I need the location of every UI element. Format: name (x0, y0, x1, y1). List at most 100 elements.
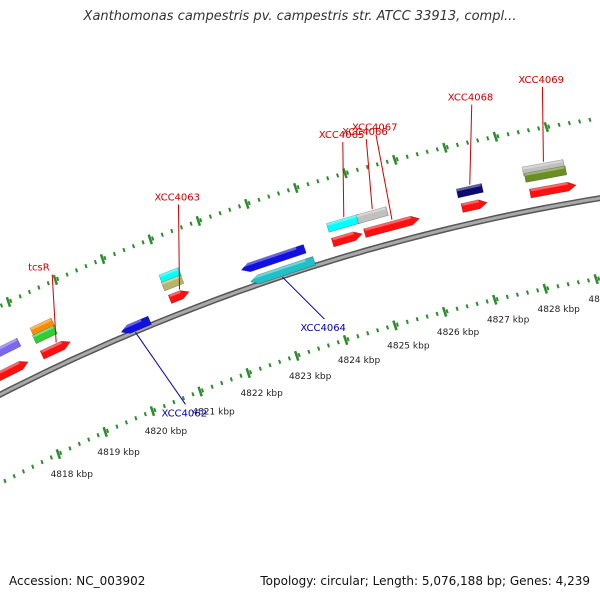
forward-major-tick (492, 131, 499, 142)
reverse-minor-tick (356, 334, 360, 339)
reverse-minor-tick (40, 459, 44, 465)
gene-feature-f-orange (29, 317, 56, 337)
scale-tick-label: 4818 kbp (51, 470, 94, 480)
forward-minor-tick (385, 159, 389, 165)
forward-major-tick (244, 198, 250, 210)
gene-label: XCC4063 (154, 193, 200, 204)
gene-label: XCC4067 (352, 123, 398, 134)
forward-minor-tick (506, 132, 510, 137)
reverse-minor-tick (12, 473, 16, 479)
forward-minor-tick (208, 214, 212, 219)
forward-minor-tick (405, 154, 409, 159)
reverse-minor-tick (515, 292, 519, 297)
reverse-minor-tick (153, 407, 157, 413)
forward-minor-tick (516, 130, 520, 135)
gene-label: XCC4062 (161, 408, 207, 419)
forward-minor-tick (122, 247, 126, 253)
forward-minor-tick (103, 255, 107, 261)
reverse-minor-tick (59, 450, 63, 456)
forward-minor-tick (296, 185, 300, 190)
reverse-minor-tick (425, 314, 429, 319)
gene-label: XCC4068 (448, 93, 494, 104)
tick-layer (0, 117, 600, 484)
forward-minor-tick (326, 176, 330, 181)
gene-feature-f-blue-4062 (120, 315, 152, 334)
scale-tick-label: 4828 kbp (537, 305, 580, 315)
forward-minor-tick (93, 259, 98, 265)
forward-minor-tick (131, 243, 136, 249)
reverse-major-tick (293, 350, 300, 362)
reverse-minor-tick (200, 388, 205, 393)
scale-tick-label: 4821 kbp (192, 407, 235, 417)
reverse-major-tick (593, 273, 599, 285)
gene-highlight (0, 361, 21, 376)
reverse-minor-tick (455, 306, 459, 311)
gene-label-leader (541, 86, 544, 162)
forward-minor-tick (415, 152, 419, 157)
gene-label: XCC4064 (300, 323, 346, 334)
forward-minor-tick (257, 197, 261, 203)
gene-highlight (250, 259, 307, 280)
forward-minor-tick (476, 138, 480, 143)
gene-body (120, 315, 152, 334)
forward-minor-tick (578, 119, 582, 124)
reverse-major-tick (245, 367, 251, 379)
forward-minor-tick (247, 200, 251, 206)
forward-minor-tick (37, 285, 41, 290)
gene-highlight (461, 199, 479, 206)
reverse-major-tick (102, 426, 108, 438)
forward-minor-tick (567, 120, 571, 126)
forward-minor-tick (345, 170, 350, 175)
reverse-minor-tick (566, 282, 570, 287)
scale-tick-label: 4820 kbp (145, 427, 188, 437)
reverse-minor-tick (268, 362, 272, 368)
gene-body (250, 256, 317, 284)
forward-major-tick (195, 215, 202, 227)
forward-major-tick (342, 168, 348, 179)
gene-body (158, 267, 182, 284)
reverse-minor-tick (405, 319, 409, 325)
gene-body (523, 165, 568, 183)
forward-minor-tick (84, 264, 88, 269)
reverse-minor-tick (597, 276, 600, 281)
reverse-minor-tick (297, 352, 301, 358)
reverse-minor-tick (505, 294, 509, 300)
gene-highlight (29, 318, 52, 331)
reverse-minor-tick (249, 369, 253, 375)
reverse-minor-tick (134, 416, 138, 421)
forward-minor-tick (0, 303, 4, 308)
forward-minor-tick (496, 134, 500, 139)
forward-minor-tick (160, 232, 164, 237)
reverse-minor-tick (346, 337, 350, 342)
gene-feature-f-red-tcsR (39, 340, 71, 360)
gene-feature-f-green (31, 325, 58, 344)
reverse-major-tick (197, 386, 203, 397)
forward-minor-tick (237, 204, 242, 209)
forward-minor-tick (267, 194, 271, 199)
gene-body (240, 244, 307, 273)
forward-minor-tick (199, 217, 203, 223)
forward-minor-tick (588, 117, 592, 122)
reverse-minor-tick (181, 395, 185, 401)
reverse-minor-tick (105, 428, 110, 434)
gene-feature-f-olive-4063 (160, 274, 185, 292)
summary-text: Topology: circular; Length: 5,076,188 bp… (260, 574, 590, 588)
gene-body (363, 215, 420, 238)
reverse-minor-tick (546, 286, 550, 291)
gene-highlight (32, 325, 54, 338)
scale-tick-label: 4819 kbp (97, 448, 140, 458)
reverse-minor-tick (376, 328, 380, 333)
reverse-minor-tick (485, 299, 489, 304)
gene-highlight (332, 231, 354, 241)
gene-highlight (41, 341, 63, 353)
reverse-minor-tick (124, 420, 128, 425)
forward-minor-tick (306, 181, 310, 187)
forward-minor-tick (112, 251, 117, 257)
forward-minor-tick (286, 188, 290, 193)
gene-label: XCC4065 (319, 130, 365, 141)
gene-body (355, 206, 389, 225)
reverse-minor-tick (191, 392, 195, 397)
gene-feature-f-red-0 (0, 361, 29, 383)
forward-minor-tick (9, 298, 13, 304)
gene-body (460, 199, 488, 213)
